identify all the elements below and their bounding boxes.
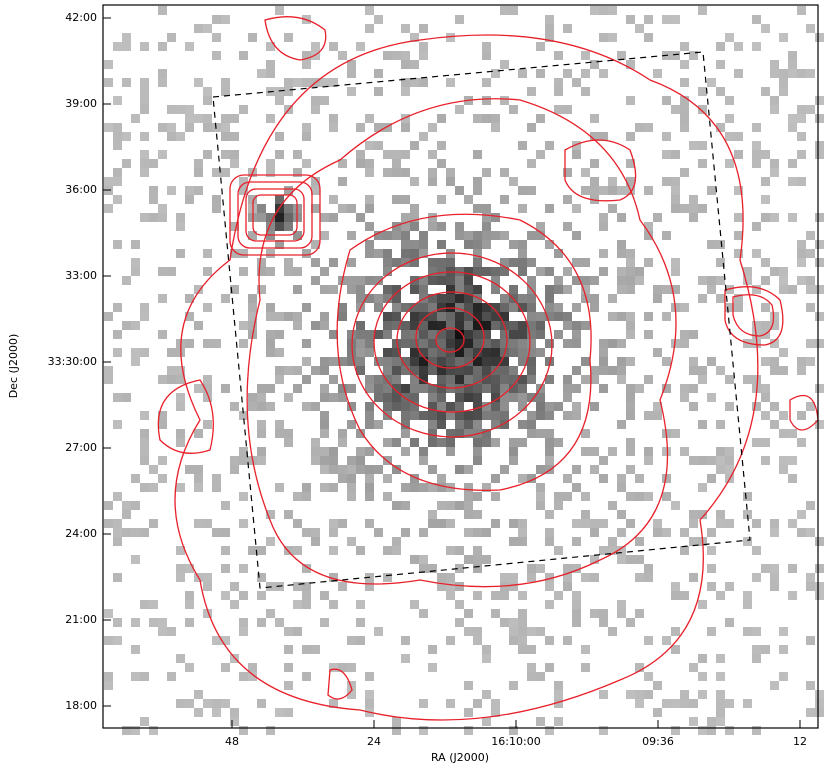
x-axis-label: RA (J2000) [431,751,489,764]
contour [237,181,313,249]
contour [174,34,759,721]
contour [415,307,485,369]
x-tick-label: 09:36 [642,735,674,748]
contours [157,16,819,721]
x-tick-label: 48 [225,735,239,748]
y-tick-label: 24:00 [65,527,97,540]
y-tick-label: 42:00 [65,11,97,24]
contour [724,286,784,346]
contour [336,213,592,492]
contour [245,188,305,242]
x-tick-label: 12 [793,735,807,748]
y-tick-label: 33:30:00 [48,355,97,368]
contour [252,194,298,236]
contour [229,174,321,256]
contour [264,16,327,61]
contour [435,327,465,353]
plot-frame [102,4,819,729]
contour [157,379,214,454]
contour [246,98,677,588]
contour [373,271,531,413]
ticks: 48 24 16:10:00 09:36 12 42:00 39:00 36:00 33:00 3… [48,11,807,748]
contour [564,139,637,202]
y-tick-label: 27:00 [65,441,97,454]
x-tick-label: 24 [367,735,381,748]
y-axis-label: Dec (J2000) [7,334,20,399]
contour [327,668,353,700]
contour [732,294,775,337]
y-tick-label: 33:00 [65,269,97,282]
y-tick-label: 18:00 [65,699,97,712]
contour [396,291,508,389]
contour [351,252,553,438]
field-outline [212,51,751,589]
y-tick-label: 21:00 [65,613,97,626]
x-tick-label: 16:10:00 [491,735,540,748]
y-tick-label: 39:00 [65,97,97,110]
y-tick-label: 36:00 [65,183,97,196]
image-pixels [104,6,824,735]
